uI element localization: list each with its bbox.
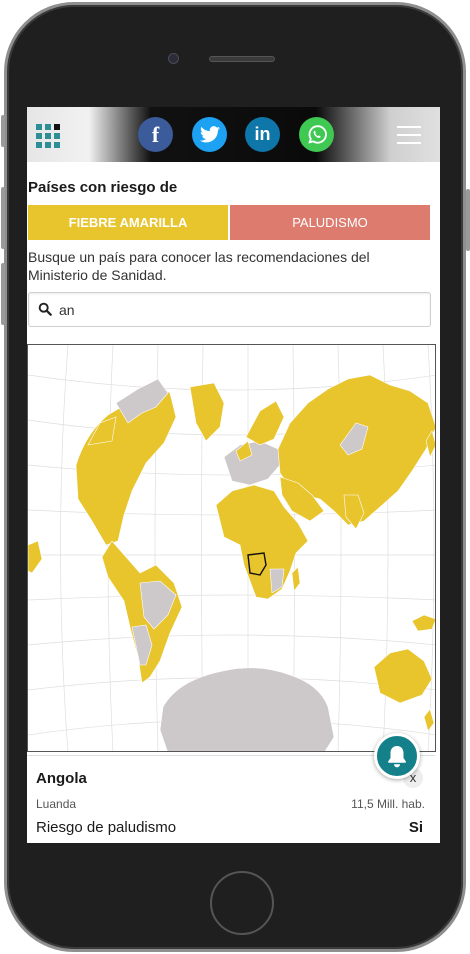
map-new-zealand[interactable]	[423, 708, 435, 732]
top-bar: f in	[27, 107, 440, 162]
map-central-asia-no-risk[interactable]	[339, 422, 369, 456]
map-alaska[interactable]	[87, 416, 117, 446]
linkedin-icon[interactable]: in	[245, 117, 280, 152]
world-map[interactable]	[27, 344, 436, 752]
risk-label: Riesgo de paludismo	[36, 819, 177, 836]
front-camera	[168, 53, 179, 64]
page-description: Busque un país para conocer las recomend…	[28, 249, 370, 283]
earpiece-speaker	[209, 56, 275, 62]
country-info-panel: Angola x Luanda 11,5 Mill. hab. Riesgo d…	[27, 755, 435, 843]
map-brazil-no-risk[interactable]	[139, 580, 177, 630]
page-title: Países con riesgo de	[28, 179, 178, 196]
country-capital: Luanda	[36, 797, 77, 811]
phone-volume-down	[1, 263, 5, 325]
recommendation-text: El riesgo de paludismo se da durante tod…	[36, 840, 392, 843]
map-indonesia[interactable]	[411, 614, 436, 632]
map-europe[interactable]	[223, 440, 281, 486]
world-map-svg[interactable]	[28, 345, 436, 752]
hamburger-menu-icon[interactable]	[397, 126, 421, 144]
phone-power-button	[466, 189, 470, 251]
country-name: Angola	[36, 770, 87, 787]
phone-mute-switch	[1, 115, 5, 147]
map-canadian-arctic[interactable]	[115, 378, 169, 424]
map-greenland[interactable]	[189, 382, 225, 442]
phone-volume-up	[1, 187, 5, 249]
twitter-icon[interactable]	[192, 117, 227, 152]
map-iberia-uk[interactable]	[235, 440, 253, 462]
map-japan[interactable]	[425, 430, 436, 458]
search-box	[28, 292, 431, 327]
map-south-america[interactable]	[101, 540, 183, 684]
map-africa[interactable]	[215, 484, 309, 600]
tab-paludismo[interactable]: PALUDISMO	[230, 205, 430, 240]
map-australia[interactable]	[373, 648, 433, 704]
map-scandinavia[interactable]	[245, 400, 285, 446]
whatsapp-icon[interactable]	[299, 117, 334, 152]
home-button[interactable]	[210, 871, 274, 935]
map-madagascar[interactable]	[291, 566, 301, 592]
grid-logo-icon[interactable]	[36, 124, 60, 148]
bell-icon	[388, 746, 406, 768]
map-africa-no-risk-south[interactable]	[269, 568, 285, 594]
country-population: 11,5 Mill. hab.	[351, 797, 425, 811]
search-icon	[38, 302, 52, 316]
map-west-edge-landmass[interactable]	[28, 540, 43, 574]
map-india[interactable]	[343, 494, 365, 530]
map-angola-selected[interactable]	[247, 552, 267, 576]
notification-bell-button[interactable]	[374, 733, 420, 779]
map-southern-cone[interactable]	[131, 624, 153, 666]
map-antarctica[interactable]	[159, 667, 335, 752]
risk-value: Si	[408, 819, 423, 836]
search-input[interactable]	[59, 299, 419, 321]
facebook-icon[interactable]: f	[138, 117, 173, 152]
map-middle-east[interactable]	[279, 476, 325, 522]
tab-fiebre-amarilla[interactable]: FIEBRE AMARILLA	[28, 205, 228, 240]
screen: f in Países con riesgo de FIEBRE AMARILL…	[27, 107, 440, 843]
